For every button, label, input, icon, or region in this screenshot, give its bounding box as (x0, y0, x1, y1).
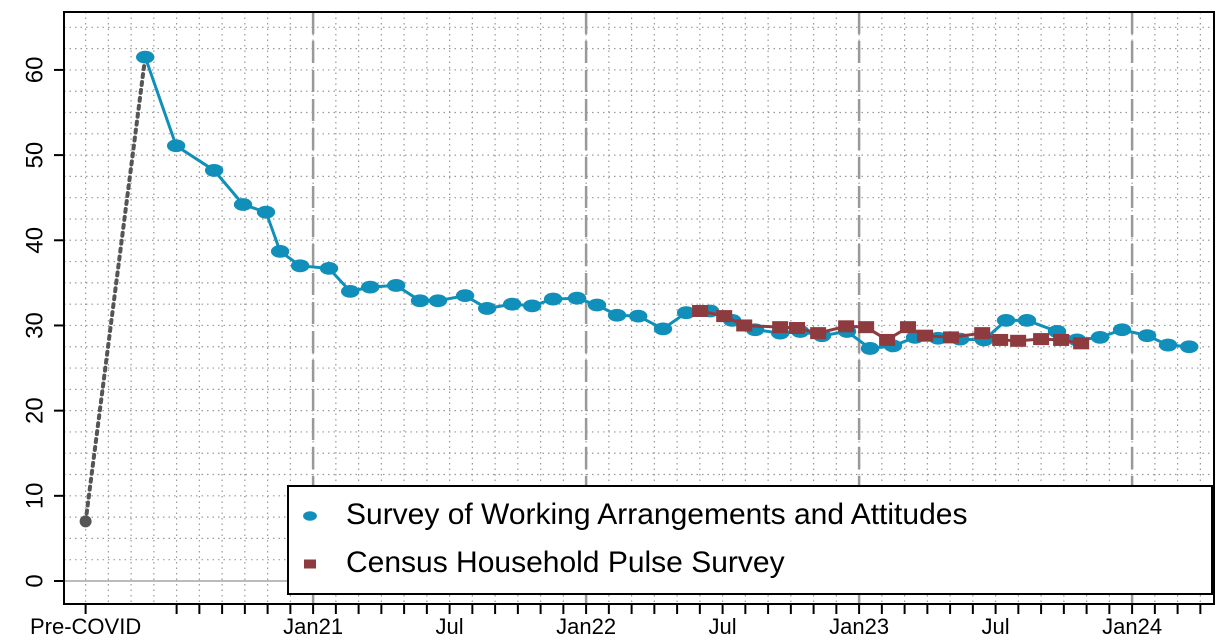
data-point (1010, 334, 1027, 347)
data-point (692, 304, 709, 317)
data-point (502, 297, 522, 311)
data-point (233, 198, 253, 211)
data-point (567, 291, 587, 305)
data-point (788, 322, 805, 335)
data-point (917, 329, 934, 342)
data-point (900, 321, 917, 334)
data-point (1033, 333, 1050, 346)
series-line (143, 56, 1190, 351)
x-tick-label: Jan24 (1102, 614, 1162, 639)
legend-label: Survey of Working Arrangements and Attit… (346, 498, 967, 531)
data-point (1017, 313, 1037, 327)
data-point (838, 320, 855, 333)
data-point (340, 284, 360, 298)
data-point (860, 342, 880, 355)
data-point (256, 205, 276, 219)
pre-covid-connector (83, 55, 148, 524)
data-point (1137, 329, 1157, 343)
data-point (653, 322, 673, 336)
plot-frame (63, 11, 1215, 605)
data-point (858, 321, 875, 334)
data-point (879, 333, 896, 346)
data-point (1090, 330, 1110, 344)
x-tick-label: Pre-COVID (30, 614, 141, 639)
x-tick-label: Jul (709, 614, 737, 639)
data-point (166, 139, 186, 153)
legend-marker (303, 511, 317, 521)
data-point (290, 259, 310, 273)
data-point (587, 298, 607, 312)
data-point (992, 333, 1009, 346)
data-point (1112, 323, 1132, 337)
y-tick-label: 0 (21, 574, 48, 587)
data-point (974, 327, 991, 340)
legend-marker (304, 559, 316, 569)
data-point (204, 164, 224, 177)
data-point (736, 319, 753, 332)
pre-covid-point (79, 515, 92, 528)
data-point (772, 321, 789, 334)
x-tick-label: Jan23 (829, 614, 889, 639)
data-point (410, 294, 430, 308)
data-point (1158, 338, 1178, 352)
data-point (270, 244, 290, 258)
data-point (943, 331, 960, 344)
data-point (522, 299, 542, 313)
data-point (607, 308, 627, 322)
data-point (996, 313, 1016, 327)
legend-box (287, 485, 1213, 595)
y-tick-label: 60 (21, 57, 48, 84)
x-tick-label: Jan22 (556, 614, 616, 639)
x-tick-label: Jul (436, 614, 464, 639)
y-tick-label: 30 (21, 312, 48, 339)
data-point (677, 306, 696, 320)
data-point (319, 261, 339, 275)
y-tick-label: 50 (21, 142, 48, 169)
data-point (136, 50, 155, 64)
data-point (1053, 333, 1070, 346)
data-point (629, 309, 648, 323)
data-point (386, 279, 406, 292)
data-point (1073, 337, 1090, 350)
data-point (428, 294, 448, 308)
y-tick-label: 40 (21, 227, 48, 254)
x-tick-label: Jan21 (283, 614, 343, 639)
data-point (810, 327, 827, 340)
data-point (1180, 340, 1199, 354)
data-point (543, 292, 563, 306)
data-point (477, 302, 497, 315)
data-point (455, 289, 475, 303)
data-point (716, 310, 733, 323)
data-point (361, 280, 380, 294)
x-tick-label: Jul (982, 614, 1010, 639)
legend-label: Census Household Pulse Survey (346, 546, 785, 579)
y-tick-label: 10 (21, 482, 48, 509)
y-tick-label: 20 (21, 397, 48, 424)
